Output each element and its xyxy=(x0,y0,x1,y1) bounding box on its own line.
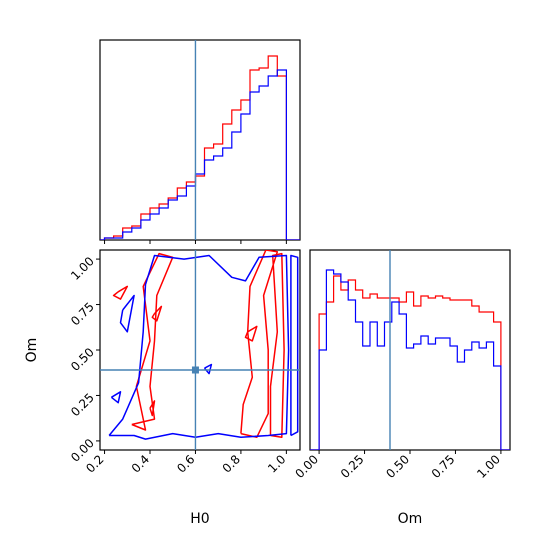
frames-layer xyxy=(96,39,511,454)
y-tick-label: 0.25 xyxy=(68,391,97,420)
x-tick-label: 1.0 xyxy=(265,452,288,475)
om-histogram-frame xyxy=(309,249,511,451)
histogram-series-red xyxy=(310,275,510,450)
y-tick-label: 0.50 xyxy=(68,345,97,374)
x-tick-label: 0.25 xyxy=(338,452,367,481)
contour-blue-7 xyxy=(108,254,290,440)
contour-red-1 xyxy=(240,250,279,439)
x-tick-label: 0.75 xyxy=(429,452,458,481)
contour-red-3 xyxy=(112,285,129,300)
contour-red-5 xyxy=(244,325,258,342)
x-tick-label: 0.4 xyxy=(129,452,152,475)
x-axis-label-Om: Om xyxy=(398,511,423,527)
x-tick-label: 0.00 xyxy=(292,452,321,481)
om-histogram-marks xyxy=(310,250,510,450)
contour-blue-9 xyxy=(110,391,122,404)
h0-histogram-frame xyxy=(99,39,301,241)
x-tick-label: 0.8 xyxy=(220,452,243,475)
contour-blue-11 xyxy=(290,254,299,437)
contour-blue-8 xyxy=(119,294,135,333)
contour-red-0 xyxy=(131,252,174,431)
marks-layer xyxy=(100,40,510,450)
x-tick-label: 1.00 xyxy=(474,452,503,481)
h0-om-contour-marks xyxy=(100,250,300,450)
contour-red-6 xyxy=(149,400,156,417)
contour-red-4 xyxy=(151,305,163,322)
h0-histogram-marks xyxy=(100,40,300,240)
x-axis-label-H0: H0 xyxy=(190,511,209,527)
y-axis-label-Om: Om xyxy=(24,338,40,363)
x-tick-label: 0.50 xyxy=(383,452,412,481)
truth-marker xyxy=(191,366,199,374)
histogram-series-blue xyxy=(310,269,510,450)
contour-red-2 xyxy=(269,252,285,439)
contour-blue-10 xyxy=(203,363,213,375)
y-tick-label: 1.00 xyxy=(68,254,97,283)
x-tick-label: 0.6 xyxy=(174,452,197,475)
y-tick-label: 0.75 xyxy=(68,300,97,329)
